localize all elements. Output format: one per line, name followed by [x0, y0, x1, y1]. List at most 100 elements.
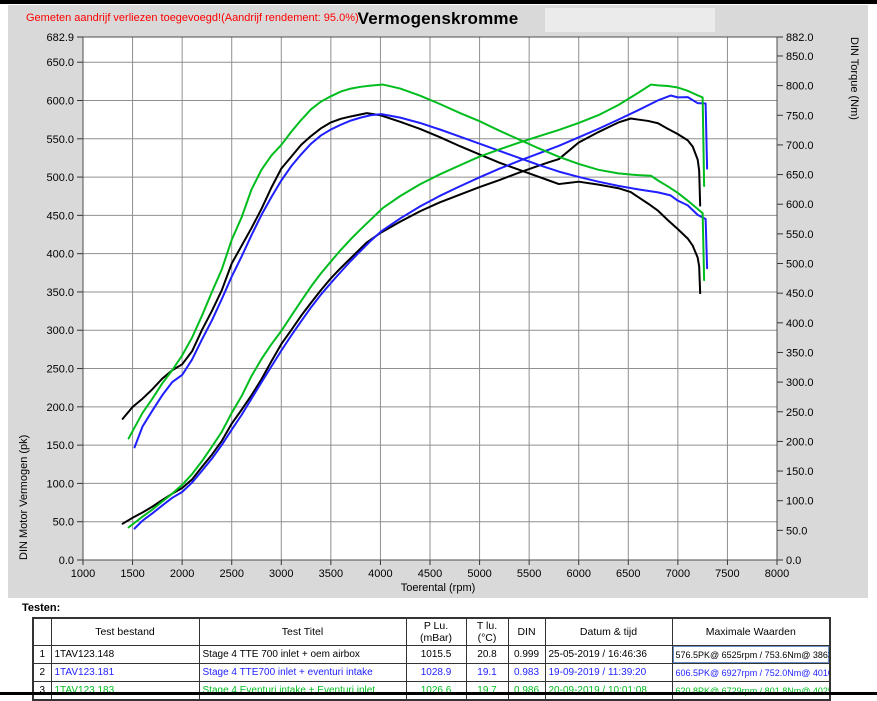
y-right-tick-label: 50.0 — [786, 525, 807, 537]
torque-curve — [133, 113, 709, 449]
y-right-tick-label: 800.0 — [786, 81, 814, 93]
table-cell-din[interactable]: 0.999 — [507, 645, 546, 664]
table-cell-datetime[interactable]: 25-05-2019 / 16:46:36 — [544, 645, 673, 664]
table-header-cell: Test Titel — [198, 617, 407, 646]
y-left-tick-label: 682.9 — [46, 32, 74, 44]
window-top-border — [0, 0, 877, 4]
y-right-tick-label: 400.0 — [786, 318, 814, 330]
y-right-tick-label: 0.0 — [786, 555, 801, 567]
torque-curve — [121, 112, 702, 420]
table-cell-file[interactable]: 1TAV123.148 — [50, 645, 200, 664]
y-right-tick-label: 850.0 — [786, 51, 814, 63]
x-tick-label: 5000 — [467, 568, 491, 580]
table-header-cell: P Lu.(mBar) — [405, 617, 467, 646]
y-right-tick-label: 600.0 — [786, 199, 814, 211]
plot-border — [82, 36, 778, 561]
table-header-cell: Test bestand — [50, 617, 200, 646]
chart-svg: 1000 1500 2000 2500 3000 3500 4000 4500 5000 5500… — [46, 32, 814, 580]
y-right-tick-label: 350.0 — [786, 347, 814, 359]
table-cell-p_lu[interactable]: 1028.9 — [405, 663, 467, 682]
table-cell-t_lu[interactable]: 19.1 — [465, 663, 509, 682]
chart-title: Vermogenskromme — [357, 9, 519, 28]
torque-curve — [127, 83, 706, 440]
y-right-tick-label: 450.0 — [786, 288, 814, 300]
y-right-tick-label: 150.0 — [786, 466, 814, 478]
table-row[interactable]: 1 1TAV123.148 Stage 4 TTE 700 inlet + oem … — [32, 645, 831, 664]
window-bottom-border — [0, 692, 877, 695]
table-cell-file[interactable]: 1TAV123.181 — [50, 663, 200, 682]
power-curve — [133, 94, 709, 530]
table-row[interactable]: 3 1TAV123.183 Stage 4 Eventuri intake + Ev… — [32, 681, 831, 701]
y-left-tick-label: 150.0 — [46, 440, 74, 452]
y-axis-label-power: DIN Motor Vermogen (pk) — [18, 434, 30, 560]
table-header-row: Test bestand Test Titel P Lu.(mBar) T lu.(°… — [32, 617, 831, 646]
y-right-tick-label: 700.0 — [786, 140, 814, 152]
y-axis-label-torque: DIN Torque (Nm) — [848, 37, 860, 120]
table-cell-t_lu[interactable]: 20.8 — [465, 645, 509, 664]
y-right-tick-label: 882.0 — [786, 32, 814, 44]
y-left-tick-label: 450.0 — [46, 210, 74, 222]
table-header-cell: Datum & tijd — [544, 617, 673, 646]
x-tick-label: 1000 — [71, 568, 95, 580]
table-cell-din[interactable]: 0.986 — [507, 681, 546, 701]
table-cell-maxima[interactable]: 606.5PK@ 6927rpm / 752.0Nm@ 4010rpm — [671, 663, 831, 682]
x-tick-label: 2000 — [170, 568, 194, 580]
x-tick-label: 2500 — [219, 568, 243, 580]
table-cell-title[interactable]: Stage 4 TTE 700 inlet + oem airbox — [198, 645, 407, 664]
table-cell-datetime[interactable]: 19-09-2019 / 11:39:20 — [544, 663, 673, 682]
y-left-tick-label: 0.0 — [59, 555, 74, 567]
table-header-cell: Maximale Waarden — [671, 617, 831, 646]
drivetrain-loss-note: Gemeten aandrijf verliezen toegevoegd!(A… — [26, 12, 359, 24]
x-tick-label: 6500 — [616, 568, 640, 580]
y-left-tick-label: 550.0 — [46, 134, 74, 146]
y-left-tick-label: 200.0 — [46, 402, 74, 414]
y-right-tick-label: 300.0 — [786, 377, 814, 389]
y-right-tick-label: 550.0 — [786, 229, 814, 241]
table-cell-num[interactable]: 2 — [32, 663, 52, 682]
table-cell-din[interactable]: 0.983 — [507, 663, 546, 682]
table-cell-p_lu[interactable]: 1015.5 — [405, 645, 467, 664]
tests-table: Test bestand Test Titel P Lu.(mBar) T lu.(°… — [32, 617, 831, 701]
table-header-cell — [32, 617, 52, 646]
y-right-tick-label: 250.0 — [786, 407, 814, 419]
y-right-tick-label: 750.0 — [786, 110, 814, 122]
x-tick-label: 1500 — [120, 568, 144, 580]
table-cell-t_lu[interactable]: 19.7 — [465, 681, 509, 701]
table-cell-datetime[interactable]: 20-09-2019 / 10:01:08 — [544, 681, 673, 701]
x-tick-label: 5500 — [517, 568, 541, 580]
table-row[interactable]: 2 1TAV123.181 Stage 4 TTE700 inlet + event… — [32, 663, 831, 682]
dyno-chart-panel: Gemeten aandrijf verliezen toegevoegd!(A… — [8, 5, 868, 598]
legend-placeholder-box — [545, 8, 715, 32]
y-left-tick-label: 400.0 — [46, 249, 74, 261]
x-tick-label: 7500 — [715, 568, 739, 580]
table-cell-title[interactable]: Stage 4 Eventuri intake + Eventuri inlet — [198, 681, 407, 701]
table-cell-num[interactable]: 1 — [32, 645, 52, 664]
table-cell-file[interactable]: 1TAV123.183 — [50, 681, 200, 701]
power-curve — [127, 83, 706, 529]
table-header-cell: T lu.(°C) — [465, 617, 509, 646]
y-left-tick-label: 650.0 — [46, 57, 74, 69]
table-cell-maxima[interactable]: 576.5PK@ 6525rpm / 753.6Nm@ 3863rpm — [671, 645, 831, 664]
y-right-tick-label: 650.0 — [786, 170, 814, 182]
x-axis-label: Toerental (rpm) — [400, 582, 476, 594]
table-cell-p_lu[interactable]: 1026.6 — [405, 681, 467, 701]
y-left-tick-label: 250.0 — [46, 364, 74, 376]
x-tick-label: 3000 — [269, 568, 293, 580]
x-tick-label: 8000 — [765, 568, 789, 580]
y-right-tick-label: 200.0 — [786, 436, 814, 448]
y-left-tick-label: 500.0 — [46, 172, 74, 184]
power-curve — [121, 117, 702, 525]
y-left-tick-label: 600.0 — [46, 95, 74, 107]
table-header-cell: DIN — [507, 617, 546, 646]
x-tick-label: 4500 — [418, 568, 442, 580]
y-left-tick-label: 300.0 — [46, 325, 74, 337]
table-cell-num[interactable]: 3 — [32, 681, 52, 701]
table-cell-title[interactable]: Stage 4 TTE700 inlet + eventuri intake — [198, 663, 407, 682]
x-tick-label: 3500 — [319, 568, 343, 580]
y-right-tick-label: 500.0 — [786, 259, 814, 271]
y-left-tick-label: 350.0 — [46, 287, 74, 299]
y-left-tick-label: 100.0 — [46, 478, 74, 490]
table-cell-maxima[interactable]: 620.8PK@ 6729rpm / 801.8Nm@ 4025rpm — [671, 681, 831, 701]
x-tick-label: 6000 — [566, 568, 590, 580]
tests-section-label: Testen: — [22, 602, 61, 614]
